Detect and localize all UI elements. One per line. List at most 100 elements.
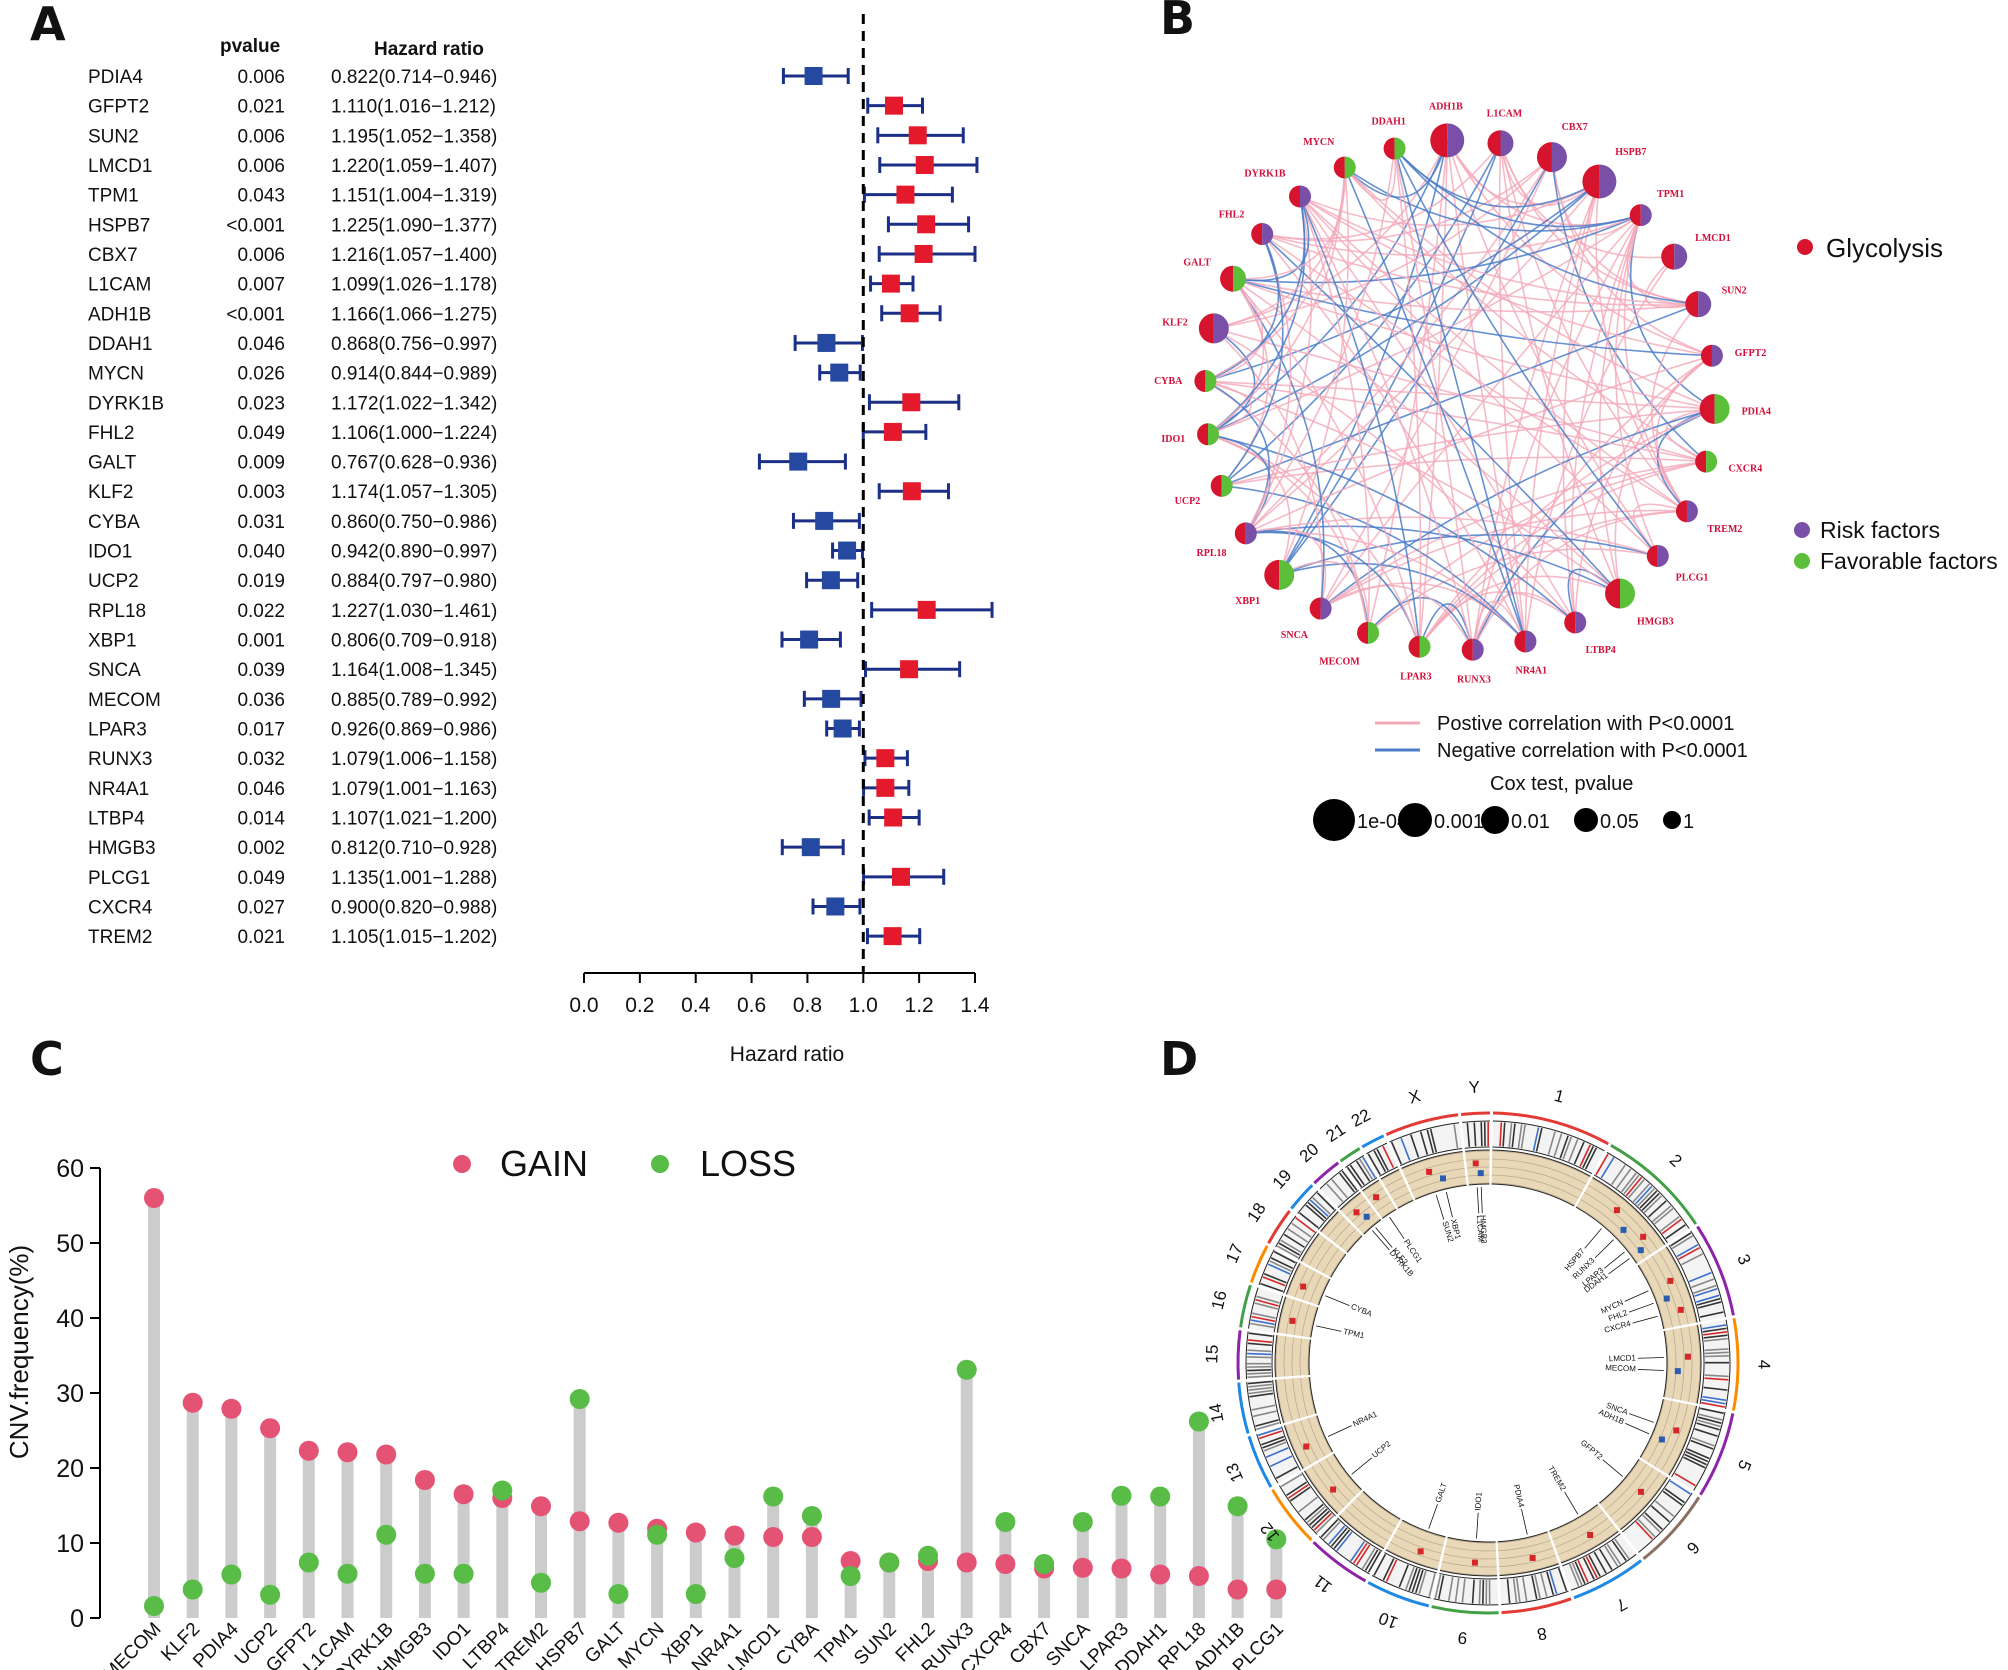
track-grid-line [1309, 1306, 1318, 1338]
cytoband [1600, 1157, 1615, 1179]
cytoband [1606, 1543, 1622, 1565]
circos-gene: IDO1 [1471, 1491, 1484, 1566]
node-glycolysis-half [1333, 156, 1345, 179]
track-grid-line [1332, 1454, 1362, 1491]
track-outline-inner [1415, 1184, 1467, 1200]
cytoband [1454, 1577, 1460, 1602]
chromosome-color-arc [1312, 1541, 1367, 1583]
node-factor-half [1245, 522, 1257, 545]
track-grid-line [1397, 1199, 1414, 1208]
cytoband [1508, 1123, 1513, 1148]
circos-gene: MECOM [1605, 1363, 1681, 1375]
hazard-ratio-marker [902, 393, 921, 412]
node-glycolysis-half [1251, 223, 1263, 246]
track-grid-line [1614, 1472, 1661, 1524]
gene-connector [1480, 1187, 1483, 1214]
forest-row: NR4A1 0.046 1.079(1.001−1.163) [88, 778, 911, 800]
cytoband [1568, 1139, 1579, 1162]
hazard-ratio-marker [800, 630, 819, 649]
track-outline-inner [1346, 1235, 1363, 1253]
positive-correlation-edge [1245, 527, 1327, 609]
cytoband [1704, 1348, 1729, 1352]
network-node: GALT [1183, 257, 1247, 292]
positive-correlation-edge [1245, 148, 1396, 534]
track-grid-line [1664, 1330, 1669, 1398]
node-label: XBP1 [1235, 596, 1260, 607]
track-grid-line [1301, 1304, 1310, 1337]
hazard-ratio-cell: 0.822(0.714−0.946) [331, 67, 497, 88]
cytoband [1255, 1298, 1279, 1307]
node-label: SUN2 [1722, 285, 1747, 296]
forest-row: DDAH1 0.046 0.868(0.756−0.997) [88, 333, 864, 355]
cytoband [1696, 1297, 1721, 1306]
pvalue-cell: 0.009 [237, 453, 285, 474]
pvalue-cell: 0.049 [237, 423, 285, 444]
node-factor-half [1620, 578, 1636, 609]
chromosome-label: 1 [1552, 1086, 1566, 1107]
chromosome-label: 14 [1205, 1402, 1227, 1424]
cytoband [1267, 1263, 1291, 1275]
cytoband [1702, 1324, 1727, 1330]
track-grid-line [1414, 1183, 1467, 1199]
negative-correlation-edge [1278, 142, 1502, 576]
hazard-ratio-marker [826, 897, 845, 916]
cytoband [1447, 1576, 1454, 1601]
track-grid-line [1340, 1192, 1362, 1211]
gene-connector [1584, 1228, 1602, 1249]
cytoband [1704, 1351, 1729, 1355]
node-label: NR4A1 [1515, 666, 1547, 677]
network-node: KLF2 [1162, 313, 1229, 344]
gene-marker [1477, 1170, 1484, 1177]
node-glycolysis-half [1700, 344, 1712, 367]
pvalue-cell: 0.006 [237, 245, 285, 266]
track-outline-outer [1320, 1211, 1339, 1232]
cnv-gene-label: TPM1 [811, 1619, 862, 1670]
cytoband [1628, 1178, 1645, 1199]
track-grid-line [1276, 1379, 1285, 1423]
gain-point [1227, 1579, 1248, 1600]
hazard-ratio-marker [885, 96, 904, 115]
network-node: MECOM [1319, 621, 1380, 667]
gene-label: DYRK1B [88, 393, 164, 414]
cnv-stem [883, 1562, 896, 1618]
loss-point [1034, 1554, 1055, 1574]
pvalue-cell: 0.022 [237, 601, 285, 622]
loss-point [608, 1584, 629, 1604]
ideogram-outline-outer [1246, 1381, 1257, 1432]
track-grid-line [1647, 1400, 1673, 1463]
gene-marker [1529, 1554, 1536, 1561]
hazard-ratio-cell: 1.135(1.001−1.288) [331, 868, 497, 889]
cytoband [1278, 1242, 1301, 1256]
hazard-ratio-cell: 1.110(1.016−1.212) [331, 97, 496, 118]
hazard-ratio-cell: 1.220(1.059−1.407) [331, 156, 497, 177]
chromosome-label: 22 [1348, 1105, 1374, 1131]
gene-connector [1624, 1290, 1649, 1302]
node-factor-half [1599, 164, 1617, 199]
forest-row: TREM2 0.021 1.105(1.015−1.202) [88, 927, 922, 948]
forest-row: FHL2 0.049 1.106(1.000−1.224) [88, 422, 928, 444]
cytoband [1382, 1558, 1395, 1581]
track-outline-outer [1696, 1324, 1702, 1404]
node-factor-half [1575, 611, 1587, 634]
network-node: PDIA4 [1699, 393, 1771, 424]
track-grid-line [1376, 1201, 1392, 1212]
pvalue-cell: 0.039 [237, 660, 285, 681]
loss-point [801, 1506, 822, 1526]
ideogram-outline-outer [1245, 1331, 1249, 1380]
network-node: UCP2 [1175, 474, 1233, 507]
cytoband [1367, 1551, 1382, 1573]
track-grid-line [1275, 1335, 1279, 1378]
ideogram-outline-outer [1275, 1215, 1297, 1248]
forest-row: ADH1B <0.001 1.166(1.066−1.275) [88, 304, 942, 325]
cytoband [1269, 1260, 1292, 1272]
node-glycolysis-half [1198, 313, 1214, 344]
cytoband [1461, 1578, 1466, 1603]
gene-label: FHL2 [88, 423, 134, 444]
cytoband [1643, 1195, 1663, 1214]
forest-row: L1CAM 0.007 1.099(1.026−1.178) [88, 274, 915, 296]
chromosome-color-arc [1573, 1559, 1643, 1600]
network-legend: Glycolysis Risk factors Favorable factor… [1313, 233, 1998, 841]
track-grid-line [1339, 1229, 1357, 1248]
cytoband [1373, 1150, 1387, 1173]
cnv-gene-label: MECOM [99, 1619, 165, 1670]
